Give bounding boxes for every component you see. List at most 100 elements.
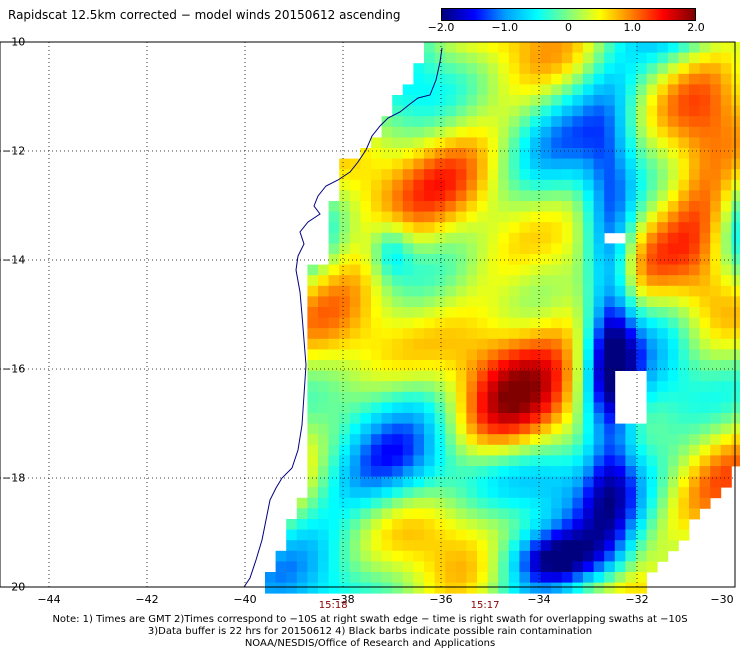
- swath-cell: [540, 126, 552, 138]
- swath-cell: [678, 328, 690, 340]
- swath-cell: [657, 317, 669, 329]
- swath-cell: [731, 211, 740, 223]
- swath-cell: [445, 296, 457, 308]
- swath-cell: [689, 497, 700, 509]
- swath-cell: [466, 232, 478, 244]
- swath-cell: [381, 572, 393, 583]
- swath-cell: [455, 126, 467, 138]
- swath-cell: [402, 169, 414, 181]
- swath-cell: [689, 391, 700, 403]
- swath-cell: [636, 201, 647, 212]
- swath-cell: [561, 169, 573, 181]
- swath-cell: [551, 360, 563, 371]
- swath-cell: [678, 349, 690, 361]
- swath-cell: [731, 126, 740, 138]
- swath-cell: [402, 561, 414, 573]
- swath-cell: [349, 317, 361, 329]
- swath-cell: [678, 73, 690, 85]
- swath-cell: [434, 455, 446, 467]
- swath-cell: [583, 487, 594, 499]
- swath-cell: [381, 243, 393, 255]
- swath-cell: [572, 370, 584, 382]
- swath-cell: [381, 391, 393, 403]
- swath-cell: [583, 179, 594, 191]
- swath-cell: [678, 222, 690, 234]
- swath-cell: [445, 381, 457, 393]
- swath-cell: [307, 296, 319, 308]
- swath-cell: [519, 254, 531, 265]
- swath-cell: [498, 497, 510, 509]
- swath-cell: [413, 275, 425, 287]
- swath-cell: [583, 275, 594, 287]
- swath-cell: [434, 423, 446, 435]
- swath-cell: [636, 243, 647, 255]
- swath-cell: [678, 201, 690, 212]
- swath-cell: [392, 360, 404, 371]
- swath-cell: [667, 158, 679, 170]
- swath-cell: [593, 328, 605, 340]
- swath-cell: [339, 434, 351, 446]
- swath-cell: [625, 137, 637, 149]
- swath-cell: [731, 413, 740, 424]
- swath-cell: [445, 391, 457, 403]
- swath-cell: [381, 497, 393, 509]
- swath-cell: [339, 540, 351, 552]
- swath-cell: [689, 243, 700, 255]
- swath-cell: [689, 201, 700, 212]
- swath-cell: [466, 84, 478, 96]
- swath-cell: [551, 434, 563, 446]
- swath-cell: [699, 349, 711, 361]
- swath-cell: [561, 190, 573, 202]
- swath-cell: [381, 529, 393, 541]
- swath-cell: [381, 169, 393, 181]
- swath-cell: [381, 423, 393, 435]
- swath-cell: [402, 105, 414, 117]
- swath-cell: [349, 413, 361, 424]
- swath-cell: [339, 275, 351, 287]
- swath-cell: [392, 540, 404, 552]
- swath-cell: [477, 42, 488, 53]
- swath-cell: [561, 73, 573, 85]
- swath-cell: [678, 381, 690, 393]
- swath-cell: [498, 275, 510, 287]
- swath-cell: [466, 413, 478, 424]
- note-line-3: NOAA/NESDIS/Office of Research and Appli…: [244, 638, 496, 649]
- swath-cell: [646, 540, 658, 552]
- swath-cell: [530, 42, 541, 53]
- swath-cell: [392, 413, 404, 424]
- swath-cell: [530, 148, 541, 159]
- swath-cell: [689, 370, 700, 382]
- swath-cell: [466, 317, 478, 329]
- swath-cell: [657, 487, 669, 499]
- swath-cell: [424, 540, 435, 552]
- swath-cell: [657, 497, 669, 509]
- swath-cell: [371, 158, 382, 170]
- swath-cell: [455, 232, 467, 244]
- swath-cell: [731, 391, 740, 403]
- swath-cell: [307, 497, 319, 509]
- swath-cell: [689, 52, 700, 64]
- swath-cell: [360, 529, 372, 541]
- swath-cell: [402, 508, 414, 520]
- swath-cell: [657, 211, 669, 223]
- swath-cell: [561, 328, 573, 340]
- swath-cell: [455, 391, 467, 403]
- swath-cell: [339, 444, 351, 456]
- swath-cell: [689, 381, 700, 393]
- swath-cell: [614, 328, 626, 340]
- swath-cell: [710, 307, 722, 318]
- swath-cell: [530, 476, 541, 488]
- swath-cell: [604, 582, 616, 594]
- swath-cell: [434, 95, 446, 106]
- swath-cell: [593, 476, 605, 488]
- swath-cell: [508, 126, 520, 138]
- swath-cell: [593, 572, 605, 583]
- swath-cell: [413, 73, 425, 85]
- swath-cell: [455, 95, 467, 106]
- swath-cell: [318, 487, 329, 499]
- swath-cell: [678, 84, 690, 96]
- swath-cell: [328, 497, 340, 509]
- swath-cell: [487, 148, 499, 159]
- swath-cell: [731, 190, 740, 202]
- swath-cell: [572, 105, 584, 117]
